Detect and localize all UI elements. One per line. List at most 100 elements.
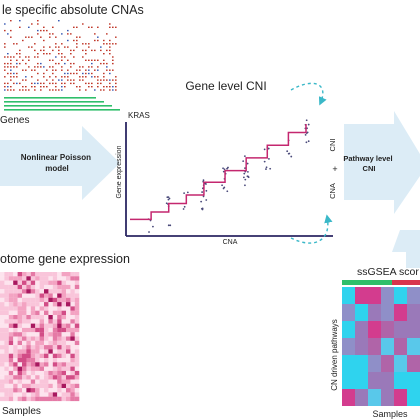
expression-cell xyxy=(74,358,80,363)
expression-cell xyxy=(70,366,75,371)
expression-cell xyxy=(17,388,23,393)
cni-point xyxy=(200,200,203,203)
cna-dot xyxy=(70,82,72,85)
cna-dot xyxy=(100,82,102,85)
expression-cell xyxy=(13,345,18,350)
ssgsea-cell xyxy=(355,355,368,372)
expression-cell xyxy=(48,379,53,384)
cna-dot xyxy=(31,69,33,71)
expression-cell xyxy=(39,358,45,363)
expression-cell xyxy=(48,332,53,337)
expression-cell xyxy=(44,332,49,337)
ssgsea-group-bar-green xyxy=(342,280,392,285)
ssgsea-cell xyxy=(342,321,355,338)
cna-green-bar xyxy=(4,105,112,107)
expression-cell xyxy=(30,310,36,316)
expression-cell xyxy=(52,340,58,346)
expression-cell xyxy=(74,383,80,389)
expression-cell xyxy=(39,349,45,354)
expression-cell xyxy=(4,284,9,290)
cna-dot xyxy=(115,86,117,88)
expression-cell xyxy=(66,297,71,303)
expression-cell xyxy=(61,306,67,311)
expression-cell xyxy=(39,392,45,397)
cna-dot xyxy=(115,82,117,85)
expression-cell xyxy=(13,319,18,324)
cni-point xyxy=(202,179,205,182)
cna-dot xyxy=(88,59,90,61)
cna-dot xyxy=(73,56,75,58)
expression-cell xyxy=(70,353,75,359)
expression-cell xyxy=(57,362,62,367)
cna-dot xyxy=(55,62,57,65)
expression-cell xyxy=(30,396,36,402)
expression-cell xyxy=(0,306,5,311)
ssgsea-cell xyxy=(368,372,381,389)
cna-dot xyxy=(100,89,102,91)
expression-cell xyxy=(66,302,71,307)
cna-dot xyxy=(73,72,75,75)
expression-cell xyxy=(13,375,18,380)
expression-cell xyxy=(57,340,62,346)
cna-dot xyxy=(82,76,84,78)
expression-cell xyxy=(44,349,49,354)
expression-cell xyxy=(30,297,36,303)
expression-cell xyxy=(57,293,62,298)
expression-cell xyxy=(48,276,53,281)
cni-point xyxy=(307,140,310,143)
expression-cell xyxy=(52,353,58,359)
cna-dot xyxy=(70,53,72,55)
cna-dot xyxy=(40,49,42,52)
expression-cell xyxy=(70,327,75,333)
expression-cell xyxy=(8,358,14,363)
expression-cell xyxy=(22,353,27,359)
expression-cell xyxy=(74,293,80,298)
expression-cell xyxy=(26,370,31,376)
expression-cell xyxy=(35,280,40,285)
expression-cell xyxy=(17,289,23,294)
expression-cell xyxy=(13,349,18,354)
cna-dot xyxy=(25,62,27,65)
cna-dot xyxy=(106,62,108,65)
expression-cell xyxy=(61,276,67,281)
cna-dot xyxy=(76,36,78,38)
expression-cell xyxy=(61,353,67,359)
expression-cell xyxy=(44,370,49,376)
expression-cell xyxy=(4,336,9,341)
expression-cell xyxy=(22,358,27,363)
expression-cell xyxy=(74,349,80,354)
expression-cell xyxy=(8,319,14,324)
expression-cell xyxy=(44,284,49,290)
expression-cell xyxy=(66,375,71,380)
expression-cell xyxy=(61,366,67,371)
cna-dot xyxy=(112,62,114,65)
expression-cell xyxy=(74,272,80,277)
expression-cell xyxy=(13,362,18,367)
expression-cell xyxy=(74,345,80,350)
cna-dot xyxy=(103,79,105,81)
cna-dot xyxy=(109,82,111,85)
expression-cell xyxy=(22,319,27,324)
expression-cell xyxy=(13,340,18,346)
cna-dot xyxy=(55,76,57,78)
expression-cell xyxy=(52,280,58,285)
expression-cell xyxy=(39,310,45,316)
cna-dot xyxy=(19,82,21,85)
cni-point xyxy=(304,133,307,136)
cna-dot xyxy=(13,72,15,75)
expression-cell xyxy=(39,319,45,324)
cna-dot xyxy=(97,59,99,61)
expression-cell xyxy=(13,310,18,316)
cna-dot xyxy=(109,49,111,52)
cna-dot xyxy=(106,49,108,52)
expression-cell xyxy=(48,310,53,316)
cna-dot xyxy=(85,69,87,71)
expression-cell xyxy=(74,336,80,341)
expression-cell xyxy=(39,366,45,371)
expression-cell xyxy=(70,392,75,397)
expression-cell xyxy=(22,297,27,303)
cni-gene-label: KRAS xyxy=(128,111,150,120)
cni-x-label: CNA xyxy=(223,239,238,246)
cni-point xyxy=(305,141,308,144)
expression-cell xyxy=(35,327,40,333)
